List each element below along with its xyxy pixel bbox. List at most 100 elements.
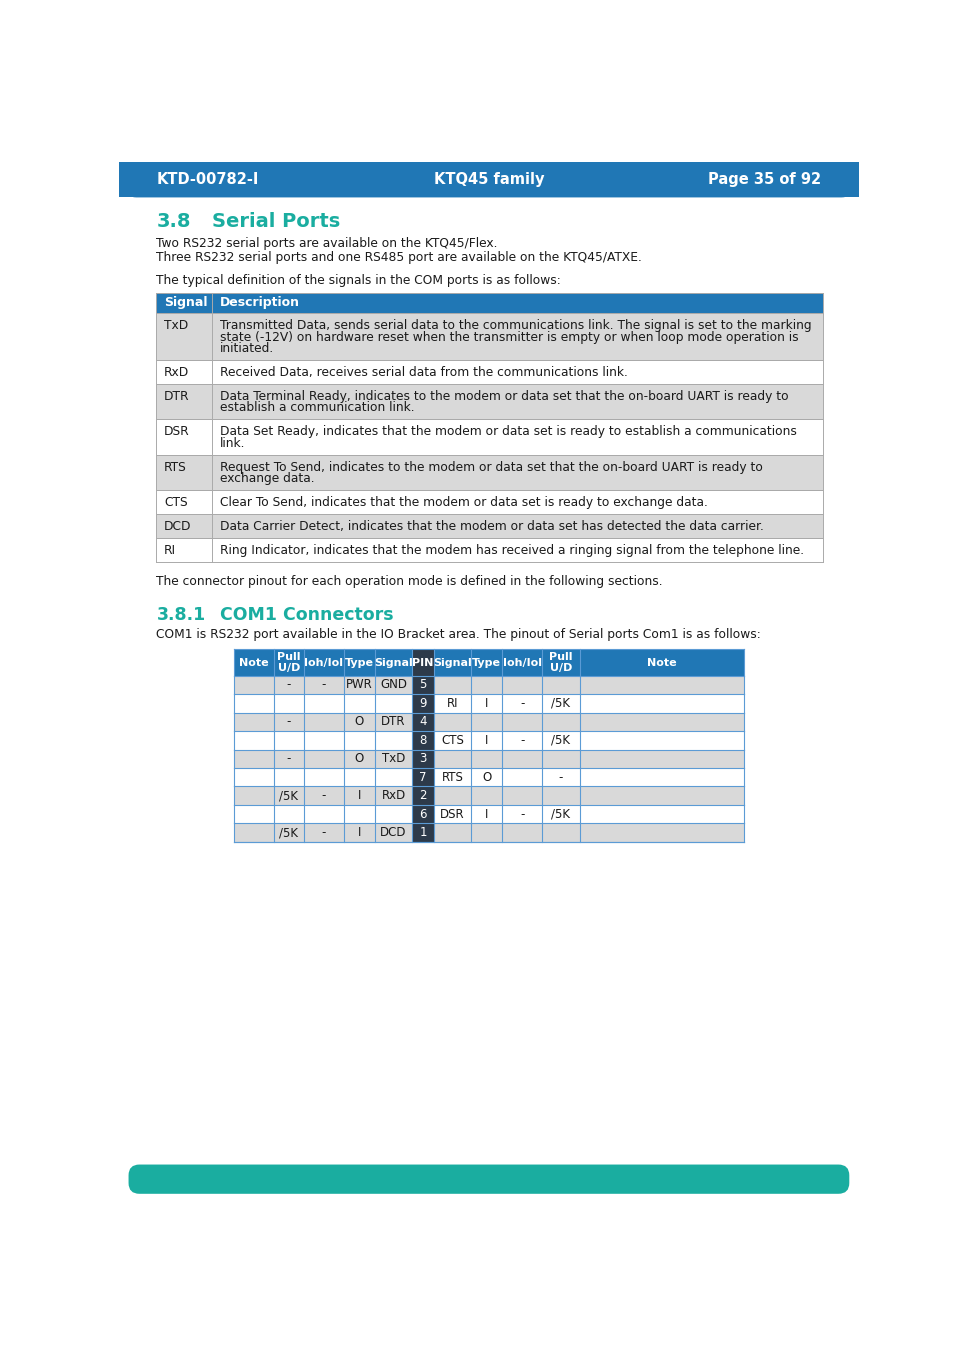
Text: Ioh/Iol: Ioh/Iol — [304, 657, 343, 667]
Bar — [501, 824, 542, 842]
Text: I: I — [357, 790, 361, 802]
Bar — [471, 713, 501, 732]
Text: Signal: Signal — [374, 657, 413, 667]
Text: Three RS232 serial ports and one RS485 port are available on the KTQ45/ATXE.: Three RS232 serial ports and one RS485 p… — [156, 251, 641, 263]
Bar — [579, 732, 743, 749]
Bar — [501, 805, 542, 823]
Bar — [274, 768, 303, 787]
Bar — [119, 154, 858, 197]
Bar — [501, 787, 542, 805]
Text: DSR: DSR — [164, 425, 190, 439]
Text: 8: 8 — [419, 734, 426, 747]
Bar — [471, 649, 501, 675]
Bar — [375, 787, 412, 805]
Bar — [156, 313, 822, 360]
Bar — [501, 768, 542, 787]
Text: -: - — [519, 807, 524, 821]
Text: I: I — [484, 807, 488, 821]
Bar — [274, 694, 303, 713]
Text: link.: link. — [220, 437, 245, 450]
Text: -: - — [287, 678, 291, 691]
Bar — [412, 749, 434, 768]
Text: PIN: PIN — [412, 657, 434, 667]
Text: 4: 4 — [419, 716, 426, 728]
Text: O: O — [481, 771, 491, 784]
Text: -: - — [519, 734, 524, 747]
Bar — [412, 805, 434, 823]
Bar — [434, 675, 471, 694]
Text: establish a communication link.: establish a communication link. — [220, 401, 415, 414]
Bar — [303, 675, 344, 694]
Bar — [412, 694, 434, 713]
Text: GND: GND — [379, 678, 407, 691]
Bar — [274, 805, 303, 823]
Bar — [156, 383, 822, 420]
Bar — [274, 732, 303, 749]
Bar — [434, 768, 471, 787]
Bar — [542, 713, 579, 732]
Bar — [434, 787, 471, 805]
Bar — [233, 824, 274, 842]
Bar — [579, 787, 743, 805]
Bar — [471, 768, 501, 787]
Bar — [375, 713, 412, 732]
Bar — [434, 713, 471, 732]
Bar — [542, 749, 579, 768]
Bar — [344, 805, 375, 823]
Text: Ioh/Iol: Ioh/Iol — [502, 657, 541, 667]
Bar — [303, 713, 344, 732]
Bar — [501, 732, 542, 749]
Bar — [375, 768, 412, 787]
Text: 1: 1 — [419, 826, 426, 840]
Bar — [303, 649, 344, 675]
Bar — [501, 649, 542, 675]
Bar — [542, 649, 579, 675]
FancyBboxPatch shape — [129, 1165, 848, 1193]
Bar — [501, 694, 542, 713]
Text: Received Data, receives serial data from the communications link.: Received Data, receives serial data from… — [220, 366, 627, 379]
Text: TxD: TxD — [164, 319, 189, 332]
Bar — [542, 805, 579, 823]
Bar — [375, 732, 412, 749]
Bar — [471, 675, 501, 694]
Text: Note: Note — [239, 657, 269, 667]
Bar — [303, 732, 344, 749]
Text: DTR: DTR — [381, 716, 405, 728]
Bar — [344, 713, 375, 732]
Bar — [434, 805, 471, 823]
Text: RxD: RxD — [381, 790, 405, 802]
Bar — [471, 805, 501, 823]
Bar — [375, 675, 412, 694]
Bar — [375, 694, 412, 713]
Bar — [434, 824, 471, 842]
Bar — [156, 420, 822, 455]
Bar — [471, 732, 501, 749]
FancyBboxPatch shape — [125, 158, 852, 197]
Text: Pull
U/D: Pull U/D — [277, 652, 300, 674]
Text: initiated.: initiated. — [220, 342, 274, 355]
Bar — [579, 649, 743, 675]
Bar — [274, 713, 303, 732]
Text: /5K: /5K — [551, 697, 570, 710]
Bar — [344, 675, 375, 694]
Text: Pull
U/D: Pull U/D — [549, 652, 572, 674]
Text: I: I — [484, 734, 488, 747]
Bar — [303, 749, 344, 768]
Bar — [501, 749, 542, 768]
Bar — [471, 824, 501, 842]
Text: Signal: Signal — [164, 297, 208, 309]
Text: Two RS232 serial ports are available on the KTQ45/Flex.: Two RS232 serial ports are available on … — [156, 238, 497, 251]
Text: Description: Description — [220, 297, 299, 309]
Bar — [344, 694, 375, 713]
Text: Data Carrier Detect, indicates that the modem or data set has detected the data : Data Carrier Detect, indicates that the … — [220, 520, 763, 533]
Text: RI: RI — [446, 697, 457, 710]
Text: 7: 7 — [419, 771, 426, 784]
Bar — [233, 713, 274, 732]
Text: TxD: TxD — [381, 752, 405, 765]
Text: 6: 6 — [419, 807, 426, 821]
Bar — [542, 768, 579, 787]
Text: I: I — [357, 826, 361, 840]
Text: /5K: /5K — [279, 790, 298, 802]
Text: 9: 9 — [419, 697, 426, 710]
Bar — [434, 649, 471, 675]
